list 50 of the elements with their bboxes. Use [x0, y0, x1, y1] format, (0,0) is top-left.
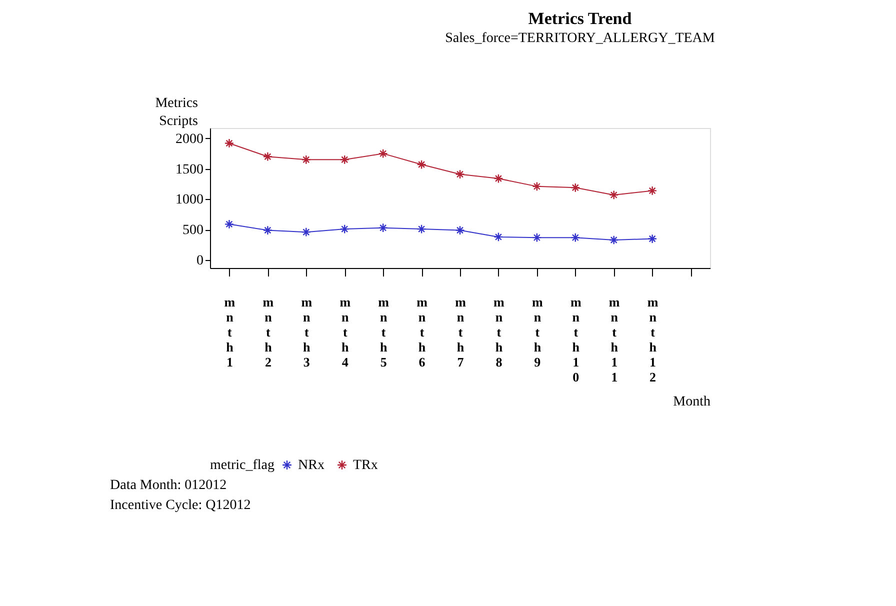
point [378, 223, 388, 233]
point [494, 232, 504, 242]
point [224, 138, 234, 148]
y-tick-label: 500 [182, 223, 204, 238]
x-tick-label: mnth11 [608, 294, 620, 384]
point [416, 160, 426, 170]
chart-subtitle: Sales_force=TERRITORY_ALLERGY_TEAM [445, 31, 716, 46]
point [532, 232, 542, 242]
x-tick-label: mnth9 [532, 294, 543, 370]
point [455, 169, 465, 180]
x-tick-label: mnth5 [378, 294, 390, 370]
y-tick-label: 1000 [176, 192, 204, 208]
point [340, 154, 350, 164]
point [570, 182, 580, 192]
point [378, 148, 388, 158]
x-tick-label: mnth8 [494, 294, 505, 370]
point [532, 182, 542, 192]
x-tick-label: mnth2 [262, 294, 274, 370]
x-tick-label: mnth4 [340, 294, 351, 370]
point [262, 152, 272, 162]
x-tick-label: mnth10 [570, 294, 582, 384]
point [494, 174, 504, 184]
x-tick-label: mnth7 [455, 294, 466, 370]
y-tick-label: 2000 [176, 132, 204, 147]
point [609, 235, 619, 245]
y-axis-title: Metrics Scripts [155, 96, 198, 129]
point [455, 225, 465, 236]
point [340, 224, 350, 234]
text: Incentive Cycle: Q12012 [110, 498, 251, 513]
text: Data Month: 012012 [110, 478, 227, 493]
x-tick-label: mnth12 [647, 294, 658, 384]
point [301, 227, 311, 237]
legend-label: TRx [353, 458, 378, 473]
point [648, 186, 658, 196]
x-tick-label: mnth6 [416, 294, 428, 370]
legend-label: NRx [298, 458, 324, 473]
legend-title: metric_flag [210, 458, 275, 473]
point [416, 224, 426, 234]
x-tick-label: mnth3 [301, 294, 312, 370]
x-tick-label: mnth1 [224, 294, 236, 370]
point [570, 232, 580, 242]
chart-title: Metrics Trend [528, 9, 632, 28]
point [609, 190, 619, 200]
x-axis-title: Month [673, 394, 710, 410]
y-tick-label: 0 [196, 254, 204, 269]
point [301, 154, 311, 164]
point [648, 234, 658, 244]
point [262, 225, 272, 236]
point [224, 219, 234, 229]
y-tick-label: 1500 [176, 162, 204, 178]
